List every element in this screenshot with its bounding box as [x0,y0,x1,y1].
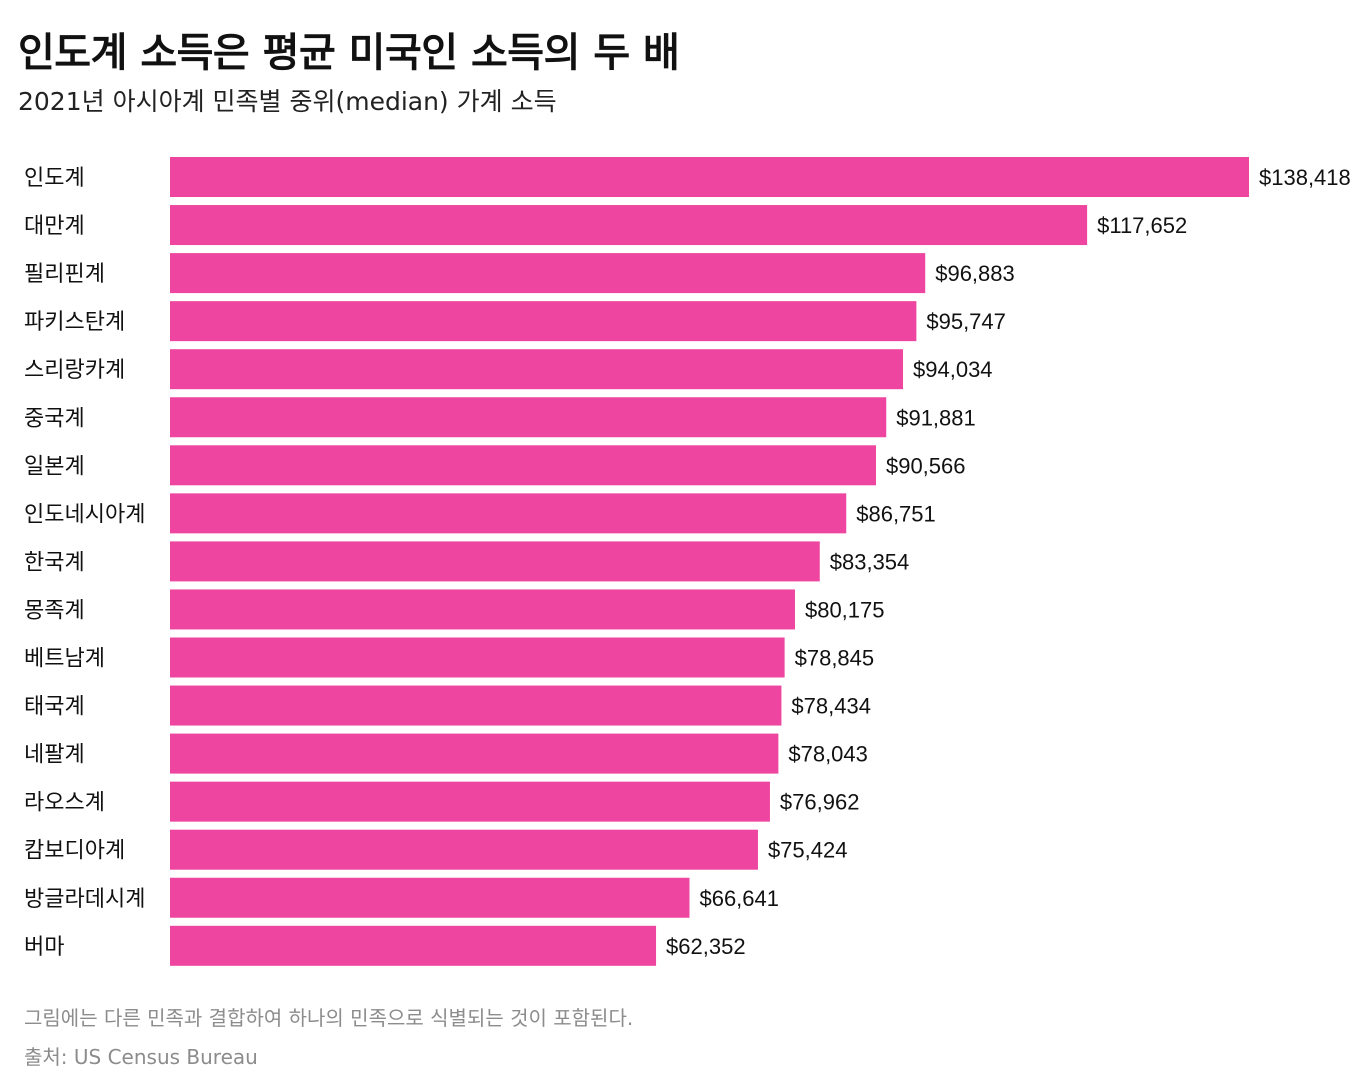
category-label: 인도계 [24,166,85,191]
bar [170,349,904,390]
category-label: 일본계 [24,454,85,479]
bar [170,829,758,870]
value-label: $78,845 [795,646,875,671]
bar [170,685,782,726]
category-label: 몽족계 [24,598,85,623]
value-label: $90,566 [886,453,966,478]
bar [170,637,785,678]
chart-footnote: 그림에는 다른 민족과 결합하여 하나의 민족으로 식별되는 것이 포함된다. [24,1006,634,1030]
chart-source: 출처: US Census Bureau [24,1045,258,1069]
category-label: 태국계 [24,695,85,720]
bar [170,157,1249,197]
chart-subtitle: 2021년 아시아계 민족별 중위(median) 가계 소득 [18,87,557,116]
bar [170,733,779,774]
value-label: $91,881 [896,405,976,430]
bar [170,253,926,294]
category-label: 방글라데시계 [24,887,145,912]
bar [170,301,917,342]
category-label: 캄보디아계 [24,839,125,864]
category-label: 필리핀계 [24,262,105,287]
value-label: $117,652 [1097,213,1187,238]
value-label: $76,962 [780,790,860,815]
value-label: $78,043 [788,742,868,767]
category-label: 베트남계 [24,647,105,672]
bar [170,877,690,918]
bar [170,397,887,438]
category-label: 중국계 [24,406,85,431]
chart-title: 인도계 소득은 평균 미국인 소득의 두 배 [18,30,680,76]
category-label: 한국계 [24,550,85,575]
bar [170,205,1088,246]
value-label: $94,034 [913,357,993,382]
bar [170,589,795,630]
value-label: $80,175 [805,597,885,622]
value-label: $62,352 [666,934,746,959]
bar [170,925,657,966]
category-label: 인도네시아계 [24,502,145,527]
value-label: $75,424 [768,838,848,863]
category-label: 대만계 [24,214,85,239]
value-label: $66,641 [699,886,779,911]
category-label: 스리랑카계 [24,358,125,383]
bar [170,493,847,534]
category-label: 버마 [24,935,64,960]
value-label: $78,434 [791,694,871,719]
category-label: 파키스탄계 [24,310,125,335]
category-label: 라오스계 [24,791,105,816]
value-label: $96,883 [935,261,1015,286]
value-label: $138,418 [1259,165,1351,190]
bar [170,541,820,582]
category-label: 네팔계 [24,743,85,768]
value-label: $95,747 [926,309,1006,334]
bar [170,781,770,822]
value-label: $83,354 [830,549,910,574]
bar [170,445,876,486]
value-label: $86,751 [856,501,936,526]
